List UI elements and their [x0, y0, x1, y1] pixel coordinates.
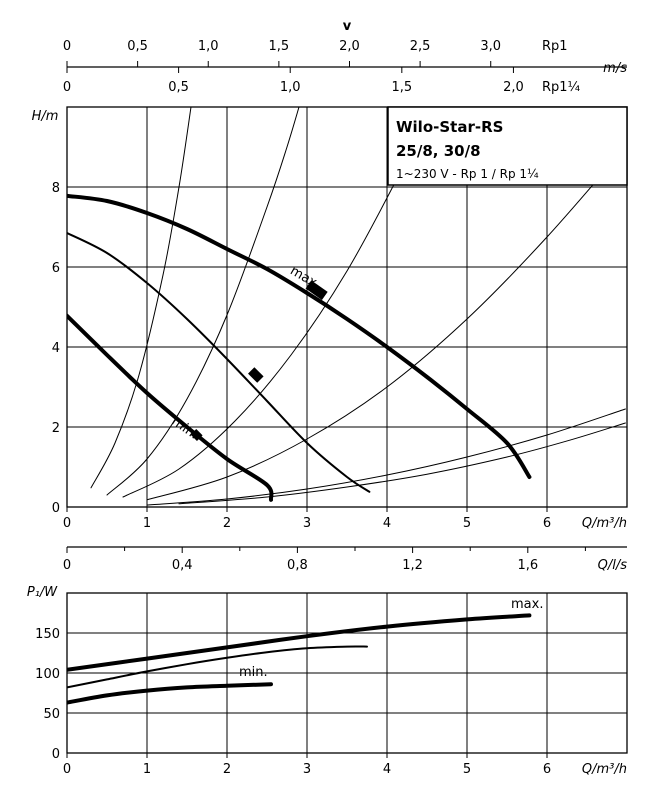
power-y-label: P₁/W: [27, 585, 58, 600]
power-chart: 0 50 100 150 0 1 2 3 4 5 6 Q/m³/h P₁/W max. min.: [27, 585, 628, 777]
rp1-tick-label: 0,5: [127, 39, 148, 54]
ls-tick-label: 0,8: [287, 558, 308, 573]
velocity-unit: m/s: [603, 61, 627, 76]
velocity-symbol: v: [343, 19, 352, 34]
head-series-7-curve: [146, 146, 626, 501]
ls-tick-label: 0,4: [172, 558, 193, 573]
power-series-1-curve: [67, 613, 532, 672]
head-x-tick-label: 3: [303, 516, 311, 531]
head-x-tick-label: 1: [143, 516, 151, 531]
rp114-tick-label: 1,0: [280, 80, 301, 95]
pump-variants: 25/8, 30/8: [396, 142, 481, 160]
head-y-tick-label: 4: [52, 341, 60, 356]
power-x-tick-label: 0: [63, 762, 71, 777]
pump-model: Wilo-Star-RS: [396, 118, 503, 136]
rp1-tick-label: 1,5: [269, 39, 290, 54]
ls-tick-label: 0: [63, 558, 71, 573]
head-series-6-curve: [122, 122, 424, 498]
speed-setting-marker: [190, 428, 203, 442]
rp114-tick-label: 2,0: [503, 80, 524, 95]
flow-ls-axis: Q/l/s 0 0,4 0,8 1,2 1,6: [63, 546, 628, 573]
power-frame: [66, 592, 628, 754]
speed-setting-marker: [305, 280, 328, 301]
power-annotation: max.: [511, 597, 543, 612]
power-x-tick-label: 5: [463, 762, 471, 777]
head-frame: [66, 106, 628, 508]
rp1-tick-label: 2,5: [410, 39, 431, 54]
power-x-tick-label: 1: [143, 762, 151, 777]
power-y-tick-label: 50: [43, 707, 60, 722]
power-annotation: min.: [239, 665, 268, 680]
head-y-tick-label: 0: [52, 501, 60, 516]
head-y-label: H/m: [32, 109, 59, 124]
head-x-tick-label: 5: [463, 516, 471, 531]
title-box-frame: [387, 106, 628, 186]
rp114-tick-label: 1,5: [391, 80, 412, 95]
rp1-tick-label: 1,0: [198, 39, 219, 54]
head-x-tick-label: 2: [223, 516, 231, 531]
head-y-tick-label: 2: [52, 421, 60, 436]
speed-setting-marker: [248, 367, 264, 383]
rp1-tick-label: 2,0: [339, 39, 360, 54]
power-x-tick-label: 4: [383, 762, 391, 777]
head-series-1-curve: [67, 193, 532, 479]
head-series-8-curve: [146, 408, 626, 506]
power-x-tick-label: 6: [543, 762, 551, 777]
power-series-3-curve: [67, 682, 273, 705]
rp1-tick-label: 0: [63, 39, 71, 54]
pump-spec: 1~230 V - Rp 1 / Rp 1¼: [396, 167, 539, 181]
head-x-tick-label: 6: [543, 516, 551, 531]
ls-tick-label: 1,6: [517, 558, 538, 573]
rp114-tick-label: 0: [63, 80, 71, 95]
flow-ls-unit: Q/l/s: [598, 558, 628, 573]
head-series-5-curve: [106, 107, 300, 496]
head-x-label: Q/m³/h: [582, 516, 627, 531]
ls-tick-label: 1,2: [402, 558, 423, 573]
power-x-tick-label: 3: [303, 762, 311, 777]
rp1-label: Rp1: [542, 39, 568, 54]
head-x-tick-label: 4: [383, 516, 391, 531]
head-series-9-curve: [178, 422, 626, 505]
velocity-scales: v m/s Rp1 Rp1¼ 0 0,5 1,0 1,5 2,0 2,5 3,0 0 0,5 1,…: [63, 19, 627, 95]
head-series-group: [67, 107, 626, 506]
power-series-group: [67, 613, 532, 705]
power-x-label: Q/m³/h: [582, 762, 627, 777]
rp114-tick-label: 0,5: [168, 80, 189, 95]
head-y-tick-label: 6: [52, 261, 60, 276]
rp114-label: Rp1¼: [542, 80, 581, 95]
power-series-2-curve: [67, 645, 368, 689]
head-series-3-curve: [67, 313, 274, 502]
power-y-tick-label: 100: [35, 667, 60, 682]
power-y-tick-label: 0: [52, 747, 60, 762]
head-x-tick-label: 0: [63, 516, 71, 531]
head-series-4-curve: [90, 107, 192, 489]
power-y-tick-label: 150: [35, 627, 60, 642]
head-series-2-curve: [67, 232, 371, 493]
rp1-tick-label: 3,0: [480, 39, 501, 54]
power-x-tick-label: 2: [223, 762, 231, 777]
title-box: Wilo-Star-RS 25/8, 30/8 1~230 V - Rp 1 /…: [387, 106, 628, 186]
head-y-tick-label: 8: [52, 181, 60, 196]
